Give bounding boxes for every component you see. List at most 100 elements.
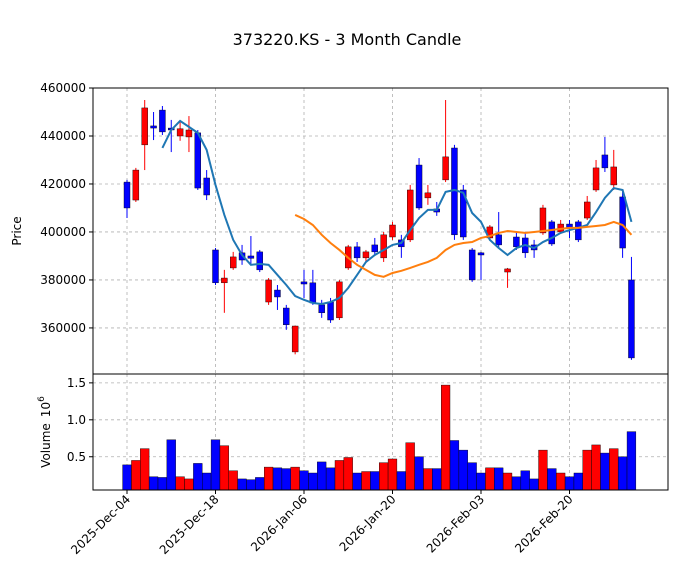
candle-body [477,252,485,256]
volume-bar [202,472,212,491]
volume-bar [476,472,486,491]
x-tick-label: 2026-Jan-20 [337,492,399,554]
volume-bar [600,452,610,491]
volume-bar [441,384,451,491]
volume-bar [379,462,389,491]
volume-bar [547,468,557,491]
volume-bar [387,458,398,491]
candle-body [283,307,290,326]
y-tick-label: 1.0 [67,413,86,427]
volume-bar [272,467,283,491]
volume-bar [432,468,442,491]
y-tick-label: 440000 [40,129,86,143]
candle-body [592,167,600,191]
x-tick-label: 2026-Jan-06 [248,492,310,554]
volume-bar [591,444,601,491]
volume-bar [122,464,132,491]
y-tick-label: 460000 [40,81,86,95]
volume-bar [573,472,583,491]
volume-bar [193,463,203,491]
candle-body [495,234,502,246]
candle-body [584,201,591,219]
y-tick-label: 1.5 [67,376,86,390]
candle-body [504,268,511,273]
volume-bar [423,468,433,491]
volume-bar [166,439,176,491]
candle-body [407,189,414,241]
volume-bar [237,478,247,491]
chart-title: 373220.KS - 3 Month Candle [233,30,462,49]
volume-bar [458,449,468,491]
candle-body [300,281,308,285]
volume-bar [494,467,504,491]
candle-body [610,166,617,186]
volume-bar [308,472,318,491]
candle-body [327,301,334,321]
volume-bar [449,440,460,491]
candle-body [212,249,219,284]
candle-body [548,221,555,245]
moving-average-line [161,119,633,305]
volume-bar [582,449,592,491]
volume-bar [556,472,566,491]
moving-average-line [294,214,633,278]
volume-bar [361,471,371,491]
volume-bar [246,479,256,491]
volume-bar [564,476,575,491]
y-tick-label: 380000 [40,273,86,287]
volume-bar [414,456,424,491]
volume-bar [396,471,406,491]
volume-bar [609,448,619,491]
candle-body [150,125,157,129]
volume-frame [92,373,669,491]
candle-body [229,256,237,269]
volume-label: Volume [39,423,53,468]
candle-body [132,169,140,201]
candle-body [203,177,210,196]
candle-body [575,221,582,241]
candle-body [256,251,263,271]
volume-bar [334,460,345,491]
volume-bar [290,466,300,491]
candle-body [318,304,325,314]
candle-body [380,234,387,259]
volume-bar [175,476,185,491]
volume-bar [467,462,477,491]
volume-bar [317,461,327,491]
volume-bar [228,470,238,491]
candle-body [274,289,281,298]
candle-body [362,251,370,259]
volume-bar [502,472,513,491]
volume-bar [264,466,274,491]
volume-bar [405,442,415,491]
x-tick-label: 2025-Dec-04 [68,492,133,557]
y-tick-label: 420000 [40,177,86,191]
volume-bar [520,470,530,491]
y-tick-label: 0.5 [67,450,86,464]
candle-body [309,282,317,304]
candle-body [141,107,148,146]
candle-body [601,154,609,169]
volume-bar [210,439,221,491]
candle-body [371,244,378,253]
candle-body [185,129,193,138]
volume-bar [343,457,353,491]
x-tick-label: 2026-Feb-20 [512,492,575,555]
candle-body [539,207,547,234]
candle-body [194,132,202,189]
volume-bar [281,468,291,491]
y-tick-label: 360000 [40,321,86,335]
candle-body [353,246,361,259]
candle-body [442,156,449,181]
candle-body [513,236,520,248]
candle-body [415,164,423,209]
volume-bar [157,477,168,491]
x-tick-label: 2025-Dec-18 [157,492,222,557]
volume-bar [140,448,150,491]
candle-body [123,181,131,209]
volume-bar [299,470,309,491]
candle-body [265,279,272,303]
volume-bar [485,467,495,491]
volume-bar [131,460,141,491]
